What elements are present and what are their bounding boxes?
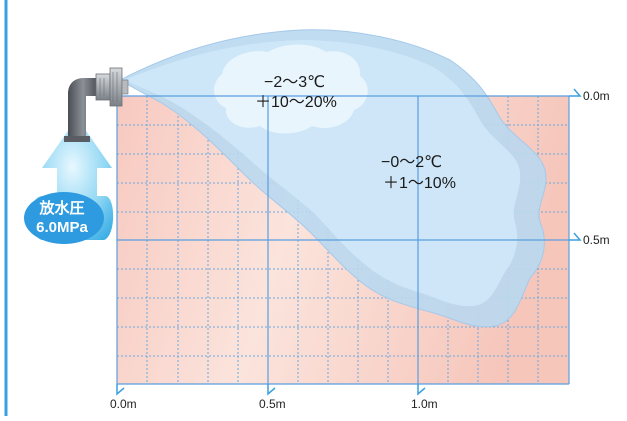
y-axis-ticks (569, 88, 582, 241)
outer-zone-temperature: −2～3℃ (264, 74, 326, 91)
x-tick-label: 0.5m (259, 397, 286, 411)
nozzle-icon (95, 67, 129, 107)
y-tick-label: 0.5m (583, 233, 610, 247)
spray-inner-cloud (214, 44, 368, 134)
x-tick-label: 0.0m (110, 397, 137, 411)
badge-ellipse (24, 192, 104, 244)
water-pressure-label: 放水圧 (39, 200, 85, 217)
inner-zone-humidity: ＋1～10% (383, 175, 456, 192)
pipe-icon (68, 78, 98, 138)
y-tick-label: 0.0m (583, 89, 610, 103)
water-pressure-value: 6.0MPa (36, 219, 88, 236)
inner-zone-temperature: −0～2℃ (381, 154, 443, 171)
outer-zone-humidity: ＋10～20% (255, 94, 337, 111)
x-tick-label: 1.0m (411, 397, 438, 411)
x-axis-ticks (116, 384, 426, 396)
